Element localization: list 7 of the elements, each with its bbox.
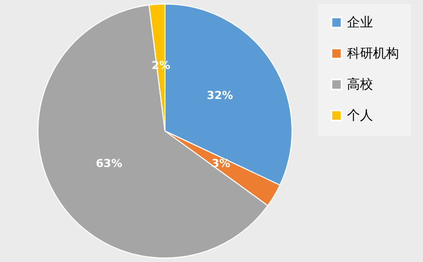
legend-label: 高校 [347, 76, 373, 92]
data-label: 32% [206, 89, 234, 102]
data-label: 3% [212, 157, 230, 170]
legend-label: 科研机构 [347, 46, 399, 62]
legend-label: 企业 [347, 16, 373, 30]
legend-label: 个人 [347, 108, 373, 124]
data-label: 63% [96, 157, 122, 170]
